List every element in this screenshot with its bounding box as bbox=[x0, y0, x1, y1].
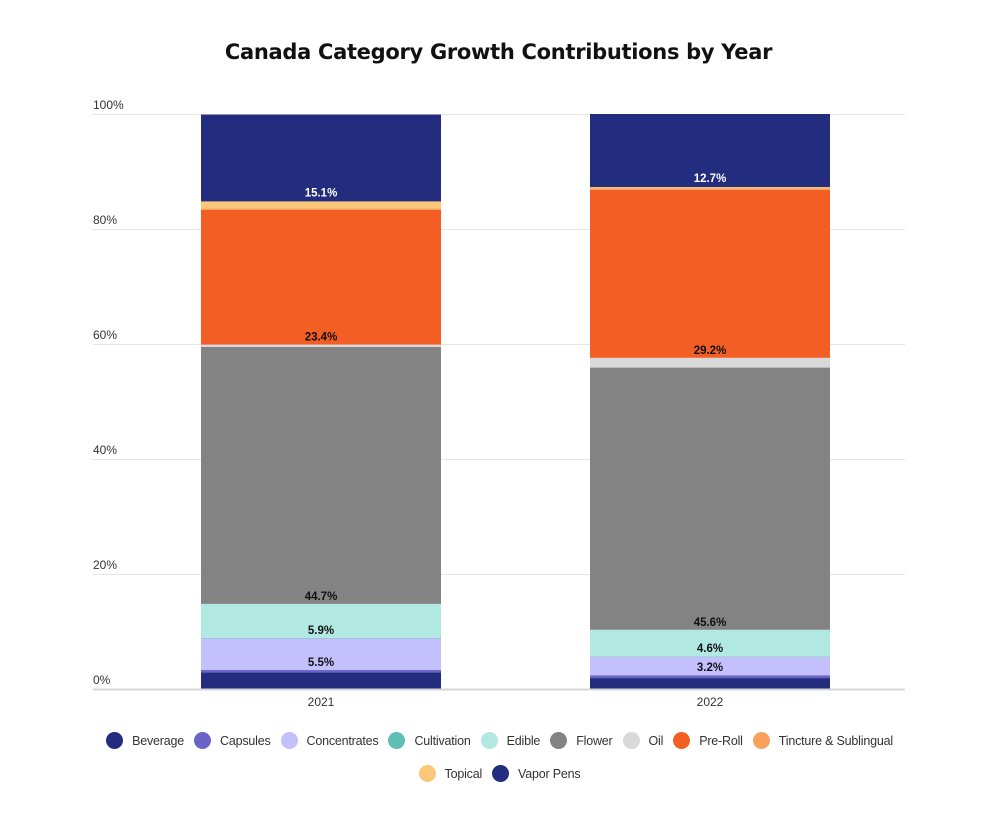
bar-segment-vapor-pens-2022[interactable] bbox=[590, 114, 830, 188]
legend-label: Concentrates bbox=[306, 733, 379, 748]
bar-segment-topical-2022[interactable] bbox=[590, 187, 830, 189]
y-tick-label: 40% bbox=[93, 443, 117, 457]
legend-item-concentrates[interactable]: Concentrates bbox=[275, 731, 383, 750]
bar-segment-oil-2022[interactable] bbox=[590, 357, 830, 368]
bar-segment-tincture-sublingual-2021[interactable] bbox=[201, 208, 441, 211]
legend-label: Edible bbox=[506, 733, 541, 748]
legend-item-tincture-sublingual[interactable]: Tincture & Sublingual bbox=[747, 731, 897, 750]
legend-swatch-icon bbox=[106, 732, 124, 749]
legend-label: Beverage bbox=[132, 733, 184, 748]
data-label: 45.6% bbox=[694, 617, 727, 629]
legend-swatch-icon bbox=[752, 732, 770, 749]
bar-segment-edible-2022[interactable] bbox=[590, 629, 830, 657]
legend-item-oil[interactable]: Oil bbox=[617, 731, 668, 750]
data-label: 3.2% bbox=[697, 662, 723, 674]
legend-item-topical[interactable]: Topical bbox=[413, 764, 487, 783]
legend-swatch-icon bbox=[550, 732, 568, 749]
y-tick-label: 80% bbox=[93, 213, 117, 227]
chart-title: Canada Category Growth Contributions by … bbox=[224, 40, 773, 64]
data-label: 44.7% bbox=[305, 591, 338, 603]
bar-segment-cultivation-2022[interactable] bbox=[590, 656, 830, 657]
y-tick-label: 100% bbox=[93, 98, 124, 112]
legend-swatch-icon bbox=[388, 732, 406, 749]
legend-item-pre-roll[interactable]: Pre-Roll bbox=[667, 731, 747, 750]
bar-segment-topical-2021[interactable] bbox=[201, 201, 441, 209]
legend-item-edible[interactable]: Edible bbox=[475, 731, 545, 750]
bar-segment-beverage-2022[interactable] bbox=[590, 678, 830, 689]
legend-label: Cultivation bbox=[414, 733, 471, 748]
legend-label: Vapor Pens bbox=[518, 766, 581, 781]
legend-item-beverage[interactable]: Beverage bbox=[100, 731, 188, 750]
data-label: 29.2% bbox=[694, 345, 727, 357]
legend-item-capsules[interactable]: Capsules bbox=[188, 731, 275, 750]
data-label: 15.1% bbox=[305, 187, 338, 199]
legend-swatch-icon bbox=[280, 732, 298, 749]
legend: Beverage Capsules Concentrates Cultivation E… bbox=[0, 731, 985, 783]
legend-swatch-icon bbox=[492, 765, 510, 782]
legend-item-cultivation[interactable]: Cultivation bbox=[382, 731, 474, 750]
data-label: 4.6% bbox=[697, 643, 723, 655]
y-tick-label: 60% bbox=[93, 328, 117, 342]
legend-label: Pre-Roll bbox=[699, 733, 743, 748]
legend-item-flower[interactable]: Flower bbox=[544, 731, 616, 750]
legend-label: Capsules bbox=[220, 733, 271, 748]
data-label: 23.4% bbox=[305, 332, 338, 344]
legend-swatch-icon bbox=[622, 732, 640, 749]
axes: 0% 20% 40% 60% 80% 100% 2021 2022 bbox=[93, 98, 905, 709]
legend-item-vapor-pens[interactable]: Vapor Pens bbox=[486, 764, 584, 783]
bar-segment-flower-2021[interactable] bbox=[201, 346, 441, 604]
data-label: 5.9% bbox=[308, 625, 334, 637]
legend-swatch-icon bbox=[480, 732, 498, 749]
bar-segment-concentrates-2021[interactable] bbox=[201, 638, 441, 671]
legend-swatch-icon bbox=[673, 732, 691, 749]
legend-label: Flower bbox=[576, 733, 613, 748]
legend-label: Oil bbox=[648, 733, 664, 748]
bar-segment-beverage-2021[interactable] bbox=[201, 672, 441, 689]
x-tick-label: 2022 bbox=[697, 695, 724, 709]
data-label: 5.5% bbox=[308, 657, 334, 669]
bar-segment-oil-2021[interactable] bbox=[201, 344, 441, 347]
bar-segment-pre-roll-2022[interactable] bbox=[590, 189, 830, 358]
bar-segment-pre-roll-2021[interactable] bbox=[201, 210, 441, 345]
bar-segment-edible-2021[interactable] bbox=[201, 603, 441, 638]
legend-swatch-icon bbox=[418, 765, 436, 782]
data-label: 12.7% bbox=[694, 173, 727, 185]
bar-segment-vapor-pens-2021[interactable] bbox=[201, 114, 441, 202]
bar-segment-capsules-2021[interactable] bbox=[201, 670, 441, 673]
bar-segment-concentrates-2022[interactable] bbox=[590, 656, 830, 676]
bar-segment-flower-2022[interactable] bbox=[590, 367, 830, 630]
legend-label: Tincture & Sublingual bbox=[778, 733, 893, 748]
bar-segment-cultivation-2021[interactable] bbox=[201, 637, 441, 639]
bars bbox=[201, 114, 830, 689]
bar-segment-tincture-sublingual-2022[interactable] bbox=[590, 188, 830, 190]
y-tick-label: 20% bbox=[93, 558, 117, 572]
bar-segment-capsules-2022[interactable] bbox=[590, 675, 830, 679]
x-tick-label: 2021 bbox=[308, 695, 335, 709]
legend-label: Topical bbox=[444, 766, 483, 781]
y-tick-label: 0% bbox=[93, 673, 111, 687]
legend-swatch-icon bbox=[194, 732, 211, 749]
data-labels: 5.5% 5.9% 44.7% 23.4% 15.1% 3.2% 4.6% 45.6% 29.2… bbox=[305, 173, 727, 674]
